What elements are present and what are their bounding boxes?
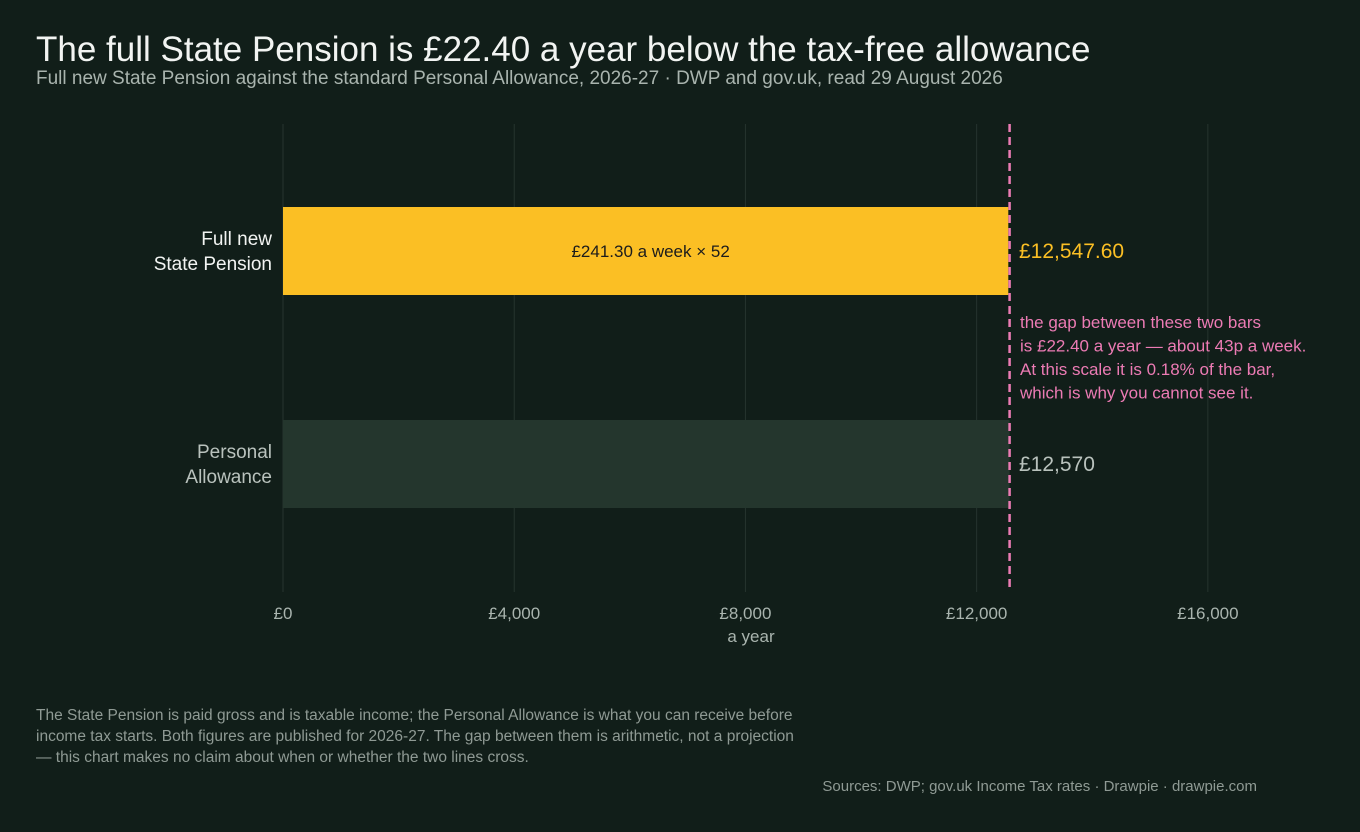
- footnote: The State Pension is paid gross and is t…: [36, 707, 794, 766]
- x-axis: £0 £4,000 £8,000 £12,000 £16,000 a year: [274, 604, 1239, 646]
- gridlines: [282, 124, 1209, 592]
- bar-inner-label: £241.30 a week × 52: [571, 242, 729, 261]
- bars: £241.30 a week × 52: [283, 207, 1010, 508]
- sources-credit: Sources: DWP; gov.uk Income Tax rates · …: [822, 778, 1257, 795]
- x-tick-label: £4,000: [488, 604, 540, 623]
- chart-title: The full State Pension is £22.40 a year …: [36, 30, 1091, 69]
- x-tick-label: £0: [274, 604, 293, 623]
- value-labels: £12,547.60 £12,570: [1019, 240, 1124, 476]
- annotation-line: At this scale it is 0.18% of the bar,: [1020, 360, 1275, 379]
- annotation-line: which is why you cannot see it.: [1019, 384, 1253, 403]
- category-label: Full new State Pension: [154, 229, 273, 275]
- category-label: Personal Allowance: [185, 442, 272, 488]
- annotation-line: is £22.40 a year — about 43p a week.: [1020, 337, 1306, 356]
- x-axis-label: a year: [727, 627, 775, 646]
- bar: [283, 420, 1010, 508]
- category-labels: Full new State Pension Personal Allowance: [154, 229, 273, 488]
- x-tick-label: £12,000: [946, 604, 1007, 623]
- x-tick-label: £16,000: [1177, 604, 1238, 623]
- value-label: £12,547.60: [1019, 240, 1124, 263]
- value-label: £12,570: [1019, 453, 1095, 476]
- x-tick-label: £8,000: [719, 604, 771, 623]
- gap-annotation: the gap between these two bars is £22.40 …: [1019, 313, 1306, 403]
- bar: [283, 207, 1009, 295]
- chart-subtitle: Full new State Pension against the stand…: [36, 68, 1003, 89]
- annotation-line: the gap between these two bars: [1020, 313, 1261, 332]
